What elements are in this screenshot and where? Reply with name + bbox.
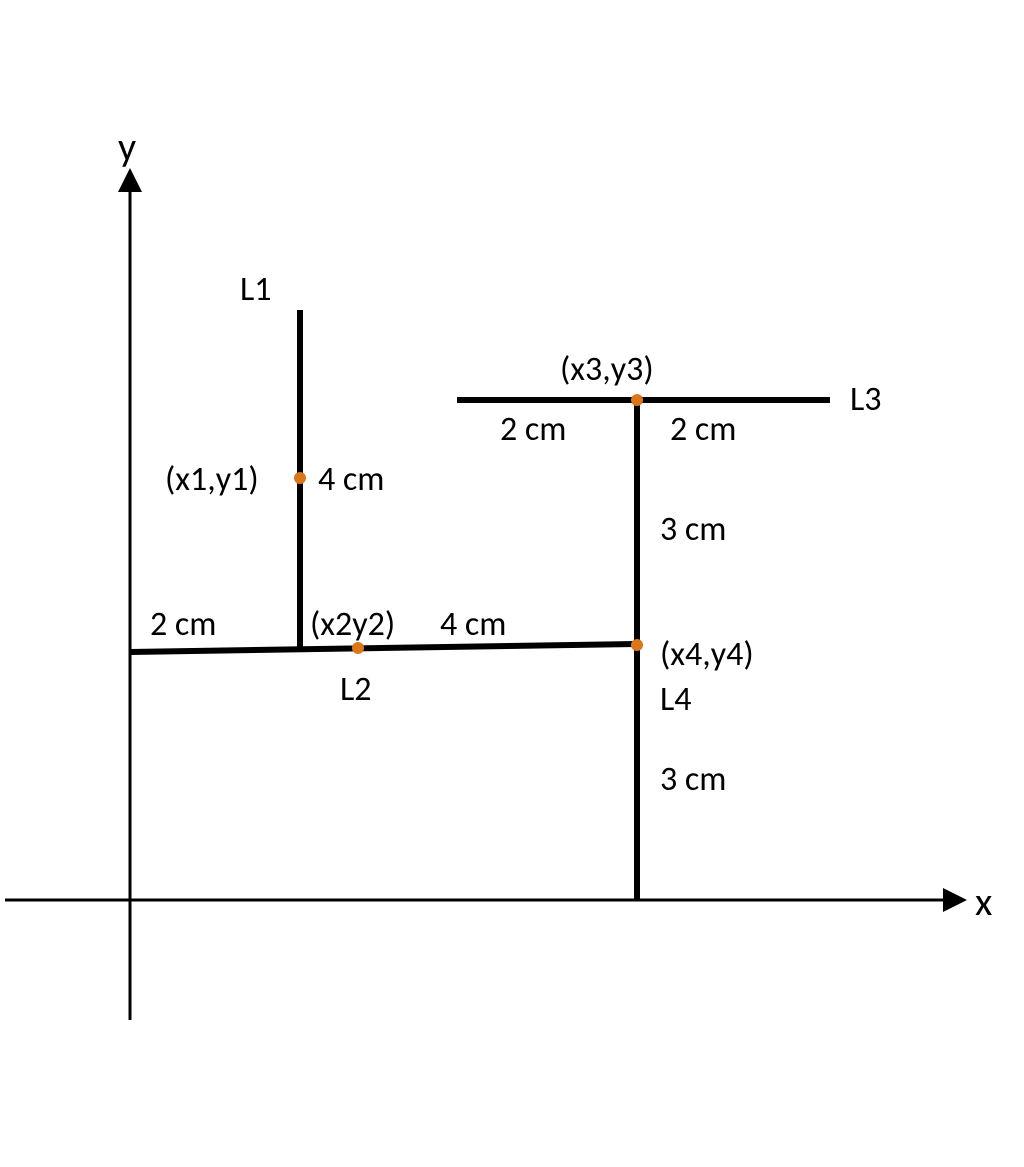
label-p2: (x2y2): [310, 604, 395, 645]
point-x3y3: [631, 394, 643, 406]
label-p1: (x1,y1): [165, 459, 259, 500]
label-p4: (x4,y4): [660, 634, 754, 675]
label-L4: L4: [660, 679, 692, 720]
label-L2: L2: [340, 669, 372, 710]
point-x4y4: [631, 639, 643, 651]
x-axis-label: x: [975, 877, 992, 926]
len-L4-top-3cm: 3 cm: [660, 509, 726, 550]
diagram-svg: y x L1 L2 L3 L4 (x1,y1) (x2y2) (x3,y3) (…: [0, 0, 1024, 1167]
label-L1: L1: [240, 269, 272, 310]
y-axis-label: y: [118, 122, 136, 171]
label-L3: L3: [850, 379, 882, 420]
len-L3-left-2cm: 2 cm: [500, 409, 566, 450]
point-x1y1: [294, 472, 306, 484]
len-L4-bottom-3cm: 3 cm: [660, 759, 726, 800]
label-p3: (x3,y3): [560, 349, 654, 390]
len-L2-right-4cm: 4 cm: [440, 604, 506, 645]
segment-L2: [130, 644, 637, 652]
len-L2-left-2cm: 2 cm: [150, 604, 216, 645]
len-L1-4cm: 4 cm: [318, 459, 384, 500]
len-L3-right-2cm: 2 cm: [670, 409, 736, 450]
